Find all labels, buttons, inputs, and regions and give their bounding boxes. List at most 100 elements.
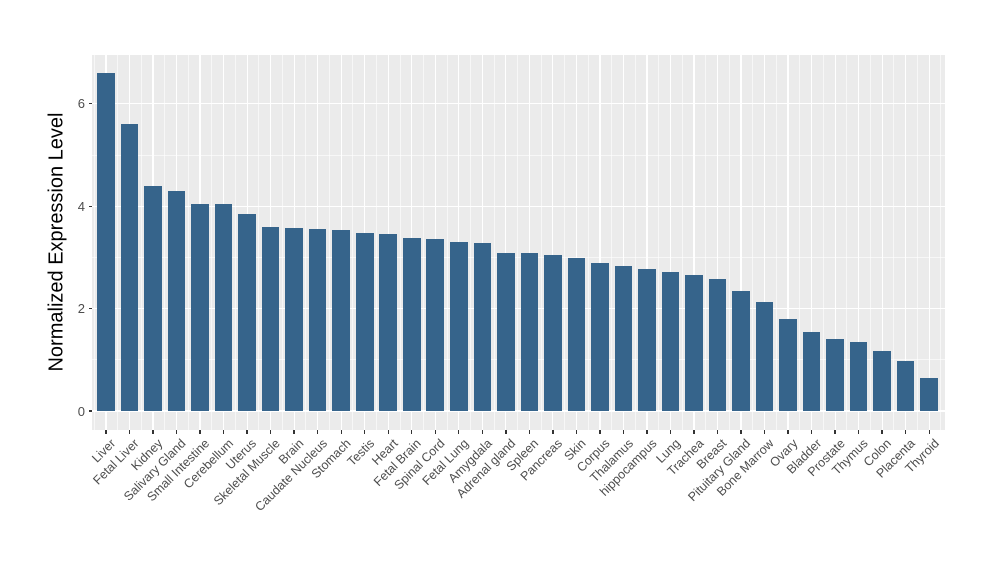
x-tick-mark bbox=[175, 430, 178, 434]
bar-thymus bbox=[849, 341, 868, 411]
bar-placenta bbox=[896, 360, 915, 411]
y-tick-mark bbox=[88, 103, 92, 105]
bar-stomach bbox=[332, 229, 350, 411]
bar-kidney bbox=[144, 185, 162, 411]
gridline-vertical-major bbox=[693, 55, 695, 430]
gridline-horizontal-major bbox=[92, 308, 945, 310]
x-tick-mark bbox=[222, 430, 225, 434]
gridline-vertical-major bbox=[787, 55, 789, 430]
gridline-vertical-minor bbox=[375, 55, 377, 430]
bar-skeletal-muscle bbox=[261, 226, 280, 411]
bar-caudate-nucleus bbox=[308, 228, 327, 411]
gridline-vertical-minor bbox=[775, 55, 777, 430]
gridline-vertical-major bbox=[811, 55, 813, 430]
gridline-vertical-minor bbox=[493, 55, 495, 430]
x-tick-mark bbox=[904, 430, 907, 434]
gridline-horizontal-minor bbox=[92, 359, 945, 361]
bar-trachea bbox=[685, 275, 703, 411]
x-tick-mark bbox=[128, 430, 131, 434]
gridline-vertical-minor bbox=[328, 55, 330, 430]
y-tick-mark bbox=[88, 307, 92, 310]
gridline-vertical-minor bbox=[869, 55, 871, 430]
gridline-vertical-minor bbox=[752, 55, 754, 430]
bar-thalamus bbox=[614, 266, 633, 411]
x-tick-mark bbox=[152, 430, 154, 434]
x-tick-mark bbox=[505, 430, 507, 434]
y-tick-label: 0 bbox=[77, 403, 85, 419]
gridline-vertical-minor bbox=[234, 55, 236, 430]
x-tick-mark bbox=[411, 430, 413, 434]
gridline-vertical-minor bbox=[117, 55, 119, 430]
gridline-vertical-minor bbox=[399, 55, 401, 430]
gridline-vertical-major bbox=[928, 55, 930, 430]
bar-pituitary-gland bbox=[732, 291, 750, 411]
bar-prostate bbox=[826, 338, 844, 411]
plot-panel bbox=[92, 55, 945, 430]
gridline-vertical-minor bbox=[187, 55, 189, 430]
gridline-vertical-minor bbox=[658, 55, 660, 430]
gridline-vertical-major bbox=[599, 55, 601, 430]
bar-fetal-brain bbox=[402, 238, 421, 411]
x-tick-mark bbox=[434, 430, 436, 434]
gridline-vertical-minor bbox=[728, 55, 730, 430]
x-tick-mark bbox=[293, 430, 295, 434]
gridline-vertical-minor bbox=[634, 55, 636, 430]
gridline-vertical-major bbox=[646, 55, 648, 430]
x-tick-mark bbox=[269, 430, 272, 434]
y-tick-mark bbox=[88, 410, 92, 412]
x-tick-mark bbox=[787, 430, 789, 434]
bar-skin bbox=[567, 258, 586, 411]
gridline-vertical-major bbox=[834, 55, 836, 430]
x-tick-mark bbox=[316, 430, 319, 434]
gridline-vertical-minor bbox=[705, 55, 707, 430]
bar-fetal-liver bbox=[120, 123, 139, 411]
y-tick-label: 2 bbox=[77, 301, 85, 317]
bar-salivary-gland bbox=[167, 191, 186, 411]
gridline-vertical-minor bbox=[611, 55, 613, 430]
y-axis-title: Normalized Expression Level bbox=[45, 112, 68, 372]
x-tick-mark bbox=[552, 430, 554, 434]
gridline-vertical-major bbox=[622, 55, 625, 430]
gridline-vertical-major bbox=[505, 55, 507, 430]
x-tick-mark bbox=[575, 430, 578, 434]
gridline-vertical-minor bbox=[470, 55, 472, 430]
gridline-vertical-major bbox=[716, 55, 719, 430]
gridline-vertical-minor bbox=[423, 55, 425, 430]
gridline-vertical-minor bbox=[281, 55, 283, 430]
x-tick-mark bbox=[669, 430, 672, 434]
gridline-vertical-major bbox=[669, 55, 672, 430]
x-tick-mark bbox=[763, 430, 766, 434]
x-tick-mark bbox=[810, 430, 813, 434]
gridline-horizontal-minor bbox=[92, 154, 945, 156]
gridline-vertical-minor bbox=[517, 55, 519, 430]
gridline-vertical-minor bbox=[140, 55, 142, 430]
x-tick-mark bbox=[716, 430, 719, 434]
bar-spinal-cord bbox=[426, 239, 445, 411]
gridline-vertical-major bbox=[481, 55, 483, 430]
x-tick-mark bbox=[481, 430, 483, 434]
gridline-horizontal-major bbox=[92, 410, 945, 412]
gridline-vertical-minor bbox=[446, 55, 448, 430]
bar-breast bbox=[708, 279, 727, 411]
gridline-vertical-minor bbox=[93, 55, 95, 430]
bar-colon bbox=[873, 350, 891, 411]
gridline-vertical-minor bbox=[893, 55, 895, 430]
gridline-vertical-major bbox=[763, 55, 766, 430]
x-tick-mark bbox=[340, 430, 342, 434]
gridline-vertical-major bbox=[905, 55, 907, 430]
x-tick-mark bbox=[364, 430, 366, 434]
x-tick-mark bbox=[387, 430, 389, 434]
bar-testis bbox=[355, 233, 374, 411]
y-tick-label: 6 bbox=[77, 96, 85, 112]
y-tick-mark bbox=[88, 205, 92, 207]
x-tick-mark bbox=[834, 430, 836, 434]
gridline-vertical-minor bbox=[211, 55, 213, 430]
gridline-vertical-major bbox=[858, 55, 860, 430]
bar-liver bbox=[97, 73, 115, 411]
gridline-vertical-minor bbox=[258, 55, 260, 430]
gridline-vertical-major bbox=[575, 55, 577, 430]
x-tick-mark bbox=[646, 430, 648, 434]
gridline-vertical-major bbox=[528, 55, 530, 430]
gridline-horizontal-major bbox=[92, 103, 945, 105]
